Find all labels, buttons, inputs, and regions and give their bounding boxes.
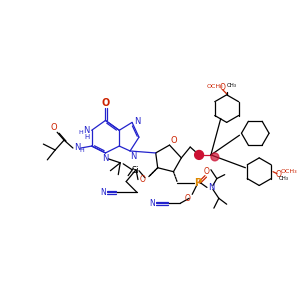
Text: OCH₃: OCH₃ bbox=[281, 169, 298, 174]
Circle shape bbox=[211, 153, 219, 161]
Text: O: O bbox=[101, 98, 110, 108]
Text: O: O bbox=[140, 175, 146, 184]
Text: P: P bbox=[194, 178, 202, 188]
Text: CH₃: CH₃ bbox=[226, 83, 237, 88]
Text: OCH₃: OCH₃ bbox=[206, 84, 223, 89]
Circle shape bbox=[195, 151, 203, 159]
Text: N: N bbox=[83, 126, 90, 135]
Text: O: O bbox=[184, 194, 190, 203]
Text: N: N bbox=[134, 117, 140, 126]
Text: N: N bbox=[74, 142, 80, 152]
Text: N: N bbox=[130, 152, 136, 161]
Text: H: H bbox=[78, 130, 83, 135]
Text: H: H bbox=[84, 134, 89, 140]
Text: O: O bbox=[204, 167, 210, 176]
Text: O: O bbox=[220, 83, 226, 92]
Text: O: O bbox=[51, 123, 58, 132]
Text: O: O bbox=[170, 136, 177, 145]
Text: N: N bbox=[100, 188, 106, 197]
Text: O: O bbox=[276, 170, 282, 179]
Text: N: N bbox=[149, 199, 155, 208]
Text: N: N bbox=[208, 183, 214, 192]
Text: H: H bbox=[80, 148, 84, 154]
Text: Si: Si bbox=[131, 166, 139, 175]
Text: CH₃: CH₃ bbox=[279, 176, 289, 181]
Text: N: N bbox=[102, 154, 109, 164]
